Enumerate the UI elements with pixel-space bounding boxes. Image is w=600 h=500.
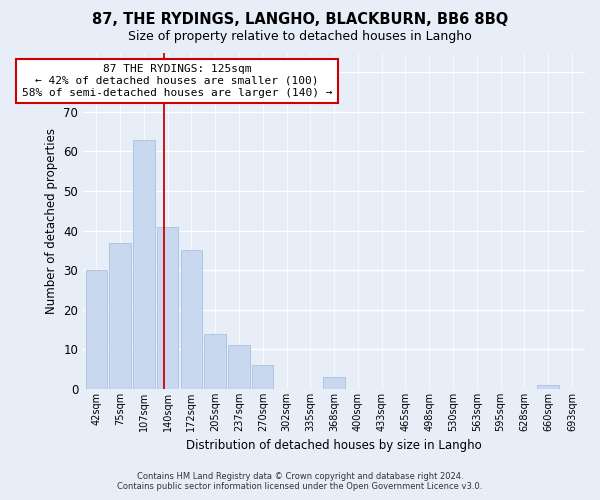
- Bar: [252, 366, 274, 389]
- Bar: [157, 226, 178, 389]
- Bar: [228, 346, 250, 389]
- Text: Contains HM Land Registry data © Crown copyright and database right 2024.
Contai: Contains HM Land Registry data © Crown c…: [118, 472, 482, 491]
- Text: 87 THE RYDINGS: 125sqm
← 42% of detached houses are smaller (100)
58% of semi-de: 87 THE RYDINGS: 125sqm ← 42% of detached…: [22, 64, 332, 98]
- Text: 87, THE RYDINGS, LANGHO, BLACKBURN, BB6 8BQ: 87, THE RYDINGS, LANGHO, BLACKBURN, BB6 …: [92, 12, 508, 28]
- Bar: [133, 140, 155, 389]
- Bar: [538, 385, 559, 389]
- Bar: [205, 334, 226, 389]
- X-axis label: Distribution of detached houses by size in Langho: Distribution of detached houses by size …: [186, 440, 482, 452]
- Bar: [181, 250, 202, 389]
- Text: Size of property relative to detached houses in Langho: Size of property relative to detached ho…: [128, 30, 472, 43]
- Y-axis label: Number of detached properties: Number of detached properties: [45, 128, 58, 314]
- Bar: [323, 377, 345, 389]
- Bar: [109, 242, 131, 389]
- Bar: [86, 270, 107, 389]
